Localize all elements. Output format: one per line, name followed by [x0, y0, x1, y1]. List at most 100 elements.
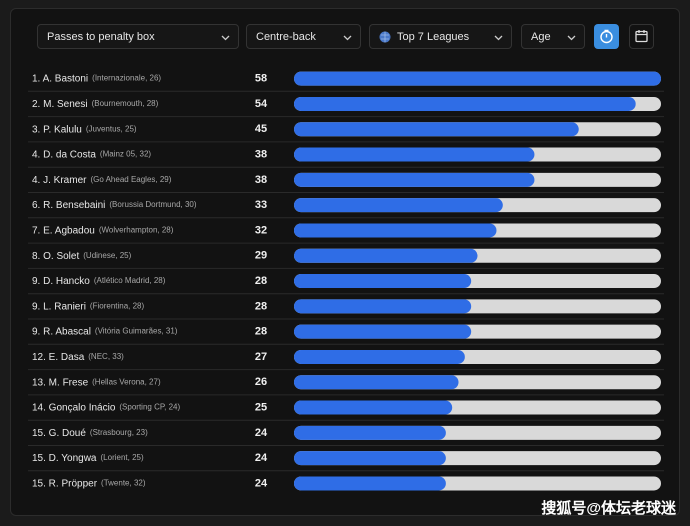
age-label: Age — [531, 31, 551, 43]
value-label: 24 — [255, 477, 268, 489]
player-label: 14. Gonçalo Inácio (Sporting CP, 24) — [32, 402, 181, 413]
player-details: (Wolverhampton, 28) — [99, 226, 174, 235]
bar — [294, 400, 453, 415]
position-select[interactable]: Centre-back — [246, 24, 361, 49]
player-name: 3. P. Kalulu — [32, 124, 82, 135]
value-label: 28 — [255, 300, 267, 312]
globe-icon — [379, 31, 391, 43]
player-label: 15. D. Yongwa (Lorient, 25) — [32, 453, 144, 464]
bar — [294, 248, 478, 263]
bar — [294, 147, 535, 162]
bar — [294, 198, 503, 213]
league-select[interactable]: Top 7 Leagues — [369, 24, 512, 49]
player-name: 9. R. Abascal — [32, 326, 91, 337]
bar — [294, 324, 472, 339]
watermark: 搜狐号@体坛老球迷 — [541, 500, 676, 517]
calendar-icon — [635, 30, 648, 43]
value-label: 29 — [255, 250, 267, 262]
player-name: 2. M. Senesi — [32, 99, 88, 110]
calendar-button[interactable] — [629, 24, 654, 49]
bar — [294, 476, 446, 491]
player-label: 3. P. Kalulu (Juventus, 25) — [32, 124, 137, 135]
player-name: 4. D. da Costa — [32, 149, 96, 160]
player-details: (Mainz 05, 32) — [100, 150, 151, 159]
player-label: 4. J. Kramer (Go Ahead Eagles, 29) — [32, 174, 172, 185]
player-label: 15. G. Doué (Strasbourg, 23) — [32, 427, 148, 438]
player-name: 8. O. Solet — [32, 250, 79, 261]
value-label: 24 — [255, 427, 268, 439]
player-label: 6. R. Bensebaini (Borussia Dortmund, 30) — [32, 200, 197, 211]
chevron — [221, 35, 230, 41]
player-name: 1. A. Bastoni — [32, 73, 88, 84]
player-details: (Atlético Madrid, 28) — [94, 276, 166, 285]
player-details: (Vitória Guimarães, 31) — [95, 327, 178, 336]
value-label: 54 — [255, 98, 268, 110]
bar — [294, 172, 535, 187]
player-details: (Internazionale, 26) — [92, 74, 161, 83]
bar — [294, 274, 472, 289]
player-name: 12. E. Dasa — [32, 352, 85, 363]
player-name: 14. Gonçalo Inácio — [32, 402, 116, 413]
player-details: (Bournemouth, 28) — [92, 99, 159, 108]
player-name: 9. L. Ranieri — [32, 301, 86, 312]
player-label: 8. O. Solet (Udinese, 25) — [32, 250, 132, 261]
player-details: (Hellas Verona, 27) — [92, 377, 161, 386]
player-name: 4. J. Kramer — [32, 174, 87, 185]
player-label: 9. R. Abascal (Vitória Guimarães, 31) — [32, 326, 178, 337]
bar — [294, 96, 636, 111]
value-label: 25 — [255, 401, 267, 413]
value-label: 27 — [255, 351, 267, 363]
bar — [294, 122, 579, 137]
position-label: Centre-back — [256, 31, 316, 43]
player-name: 7. E. Agbadou — [32, 225, 95, 236]
value-label: 38 — [255, 174, 267, 186]
player-name: 15. R. Pröpper — [32, 478, 98, 489]
value-label: 33 — [255, 199, 267, 211]
player-label: 4. D. da Costa (Mainz 05, 32) — [32, 149, 151, 160]
player-label: 2. M. Senesi (Bournemouth, 28) — [32, 99, 159, 110]
value-label: 28 — [255, 275, 267, 287]
value-label: 24 — [255, 452, 268, 464]
bar — [294, 375, 459, 390]
player-name: 15. G. Doué — [32, 427, 86, 438]
player-name: 13. M. Frese — [32, 377, 89, 388]
player-label: 9. D. Hancko (Atlético Madrid, 28) — [32, 276, 166, 287]
chevron — [567, 35, 576, 41]
value-label: 28 — [255, 326, 267, 338]
value-label: 26 — [255, 376, 267, 388]
value-label: 32 — [255, 224, 267, 236]
bar — [294, 71, 661, 86]
player-details: (NEC, 33) — [88, 352, 124, 361]
bar — [294, 299, 472, 314]
league-label: Top 7 Leagues — [397, 31, 470, 43]
bar — [294, 451, 446, 466]
timer-button[interactable] — [594, 24, 619, 49]
player-details: (Borussia Dortmund, 30) — [109, 200, 196, 209]
player-details: (Fiorentina, 28) — [90, 301, 145, 310]
player-details: (Juventus, 25) — [86, 124, 137, 133]
player-details: (Lorient, 25) — [101, 453, 144, 462]
value-label: 45 — [255, 123, 267, 135]
player-label: 15. R. Pröpper (Twente, 32) — [32, 478, 146, 489]
player-details: (Sporting CP, 24) — [119, 403, 180, 412]
age-select[interactable]: Age — [521, 24, 585, 49]
metric-label: Passes to penalty box — [47, 31, 155, 43]
bar — [294, 223, 497, 238]
value-label: 38 — [255, 148, 267, 160]
player-label: 7. E. Agbadou (Wolverhampton, 28) — [32, 225, 174, 236]
player-details: (Udinese, 25) — [83, 251, 131, 260]
value-label: 58 — [255, 73, 267, 85]
player-label: 1. A. Bastoni (Internazionale, 26) — [32, 73, 161, 84]
player-label: 13. M. Frese (Hellas Verona, 27) — [32, 377, 161, 388]
player-name: 15. D. Yongwa — [32, 453, 97, 464]
bar — [294, 425, 446, 440]
metric-select[interactable]: Passes to penalty box — [37, 24, 239, 49]
chevron — [494, 35, 503, 41]
bar — [294, 349, 465, 364]
player-details: (Twente, 32) — [101, 479, 146, 488]
chevron — [343, 35, 352, 41]
player-name: 9. D. Hancko — [32, 276, 90, 287]
player-label: 12. E. Dasa (NEC, 33) — [32, 352, 124, 363]
